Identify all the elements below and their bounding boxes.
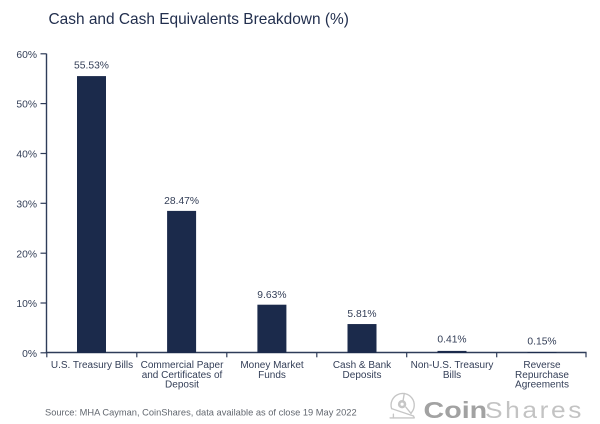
svg-text:Coin: Coin	[424, 396, 488, 423]
svg-text:Source: MHA Cayman, CoinShares: Source: MHA Cayman, CoinShares, data ava…	[45, 408, 357, 418]
svg-text:Repurchase: Repurchase	[515, 370, 569, 381]
svg-text:Reverse: Reverse	[523, 360, 561, 371]
svg-text:28.47%: 28.47%	[164, 196, 199, 207]
svg-text:Cash & Bank: Cash & Bank	[333, 360, 392, 371]
svg-text:20%: 20%	[16, 249, 37, 260]
svg-text:60%: 60%	[16, 50, 37, 61]
svg-text:Deposit: Deposit	[165, 380, 199, 391]
svg-text:and Certificates of: and Certificates of	[142, 370, 223, 381]
svg-text:0.15%: 0.15%	[527, 336, 556, 347]
svg-text:Commercial Paper: Commercial Paper	[141, 360, 224, 371]
svg-text:Agreements: Agreements	[515, 380, 569, 391]
svg-text:55.53%: 55.53%	[74, 61, 109, 72]
svg-text:40%: 40%	[16, 150, 37, 161]
svg-text:10%: 10%	[16, 299, 37, 310]
svg-text:Non-U.S. Treasury: Non-U.S. Treasury	[411, 360, 494, 371]
svg-text:Shares: Shares	[485, 397, 584, 423]
svg-text:0.41%: 0.41%	[437, 335, 466, 346]
svg-text:Deposits: Deposits	[343, 370, 382, 381]
svg-text:50%: 50%	[16, 100, 37, 111]
svg-text:Bills: Bills	[443, 370, 461, 381]
svg-text:U.S. Treasury Bills: U.S. Treasury Bills	[51, 360, 133, 371]
svg-text:Cash and Cash Equivalents Brea: Cash and Cash Equivalents Breakdown (%)	[49, 11, 349, 28]
svg-text:Money Market: Money Market	[240, 360, 304, 371]
svg-text:30%: 30%	[16, 199, 37, 210]
svg-text:5.81%: 5.81%	[347, 309, 376, 320]
svg-text:Funds: Funds	[258, 370, 286, 381]
svg-text:9.63%: 9.63%	[257, 290, 286, 301]
svg-text:0%: 0%	[22, 349, 37, 360]
